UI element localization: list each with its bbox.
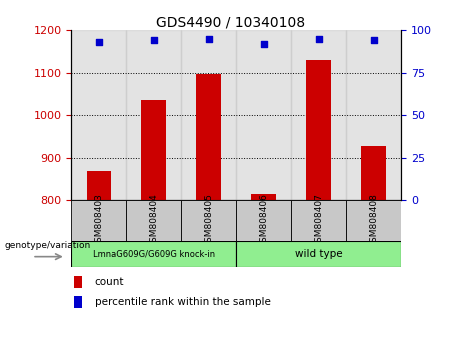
Bar — [74, 296, 82, 308]
Point — [315, 36, 322, 41]
Point — [150, 38, 158, 43]
Text: LmnaG609G/G609G knock-in: LmnaG609G/G609G knock-in — [93, 250, 215, 258]
FancyBboxPatch shape — [181, 200, 236, 241]
Bar — [126, 30, 181, 200]
FancyBboxPatch shape — [346, 200, 401, 241]
Point — [260, 41, 267, 46]
Bar — [251, 194, 276, 200]
Text: count: count — [95, 277, 124, 287]
Bar — [291, 30, 346, 200]
Bar — [196, 74, 221, 200]
Bar — [361, 146, 386, 200]
Point — [205, 36, 213, 41]
Text: GSM808405: GSM808405 — [204, 193, 213, 248]
FancyBboxPatch shape — [291, 200, 346, 241]
Point — [370, 38, 377, 43]
Bar — [306, 60, 331, 200]
Text: percentile rank within the sample: percentile rank within the sample — [95, 297, 271, 307]
Text: GSM808407: GSM808407 — [314, 193, 323, 248]
Text: GSM808404: GSM808404 — [149, 193, 159, 248]
Bar — [236, 30, 291, 200]
FancyBboxPatch shape — [236, 241, 401, 267]
Bar — [71, 30, 126, 200]
FancyBboxPatch shape — [71, 200, 126, 241]
Bar — [142, 100, 166, 200]
Text: genotype/variation: genotype/variation — [5, 241, 91, 250]
Bar — [181, 30, 236, 200]
Point — [95, 39, 103, 45]
Bar — [74, 276, 82, 288]
Text: GSM808403: GSM808403 — [95, 193, 103, 248]
FancyBboxPatch shape — [236, 200, 291, 241]
Text: wild type: wild type — [295, 249, 343, 259]
Text: GSM808406: GSM808406 — [259, 193, 268, 248]
Bar — [346, 30, 401, 200]
FancyBboxPatch shape — [71, 241, 236, 267]
Text: GDS4490 / 10340108: GDS4490 / 10340108 — [156, 16, 305, 30]
FancyBboxPatch shape — [126, 200, 181, 241]
Text: GSM808408: GSM808408 — [369, 193, 378, 248]
Bar — [87, 171, 111, 200]
